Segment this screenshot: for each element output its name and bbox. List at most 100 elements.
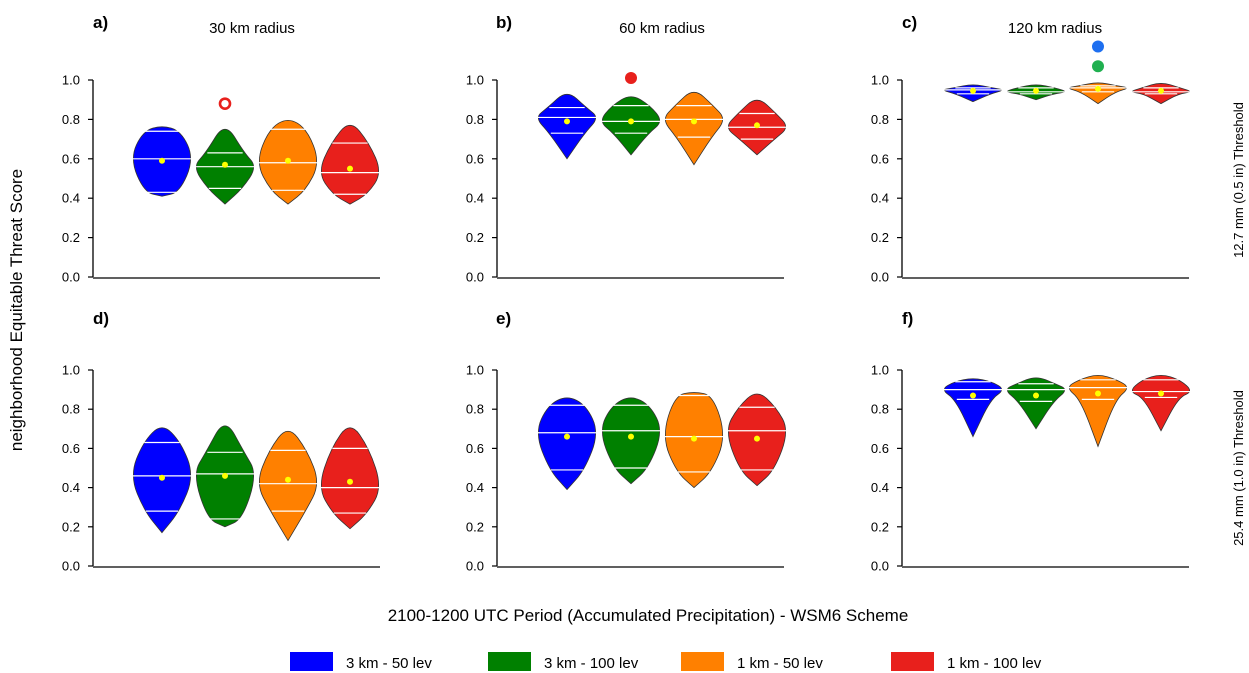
y-tick-label: 1.0	[466, 73, 484, 88]
y-tick-label: 0.0	[871, 559, 889, 574]
violin-1km-50lev	[665, 91, 723, 166]
panel-f: 0.0 0.2 0.4 0.6 0.8 1.0	[871, 363, 1191, 574]
violin-1km-50lev	[259, 430, 317, 542]
panel-letter-c: c)	[902, 13, 917, 32]
panel-letter-f: f)	[902, 309, 913, 328]
mean-dot	[159, 474, 165, 481]
legend-swatch	[681, 652, 724, 671]
y-tick-label: 1.0	[62, 73, 80, 88]
outlier-marker	[1092, 40, 1104, 53]
mean-dot	[691, 118, 697, 125]
violin-1km-100lev	[1132, 374, 1190, 432]
legend-label: 3 km - 100 lev	[544, 655, 639, 672]
legend-swatch	[891, 652, 934, 671]
y-tick-label: 0.2	[466, 519, 484, 534]
outlier-marker	[1092, 60, 1104, 73]
violin-3km-50lev	[538, 397, 596, 491]
column-title-60km: 60 km radius	[619, 20, 705, 37]
mean-dot	[628, 118, 634, 125]
y-tick-label: 0.2	[871, 519, 889, 534]
mean-dot	[754, 435, 760, 442]
row-label-bottom: 25.4 mm (1.0 in) Threshold	[1231, 390, 1246, 546]
mean-dot	[754, 122, 760, 129]
mean-dot	[691, 435, 697, 442]
y-tick-label: 0.4	[466, 191, 484, 206]
row-label-top: 12.7 mm (0.5 in) Threshold	[1231, 102, 1246, 258]
y-tick-label: 0.6	[466, 441, 484, 456]
violin-3km-50lev	[538, 93, 596, 160]
legend-item: 3 km - 50 lev	[290, 652, 432, 672]
mean-dot	[970, 392, 976, 399]
y-tick-label: 0.0	[466, 559, 484, 574]
panel-a: 0.0 0.2 0.4 0.6 0.8 1.0	[62, 73, 380, 285]
legend: 3 km - 50 lev 3 km - 100 lev 1 km - 50 lev…	[290, 652, 1042, 672]
legend-swatch	[290, 652, 333, 671]
y-tick-label: 0.4	[62, 191, 80, 206]
violin-3km-100lev	[602, 397, 660, 485]
panel-letter-d: d)	[93, 309, 109, 328]
y-tick-label: 0.4	[466, 480, 484, 495]
y-tick-label: 0.8	[62, 112, 80, 127]
legend-item: 3 km - 100 lev	[488, 652, 639, 672]
mean-dot	[1095, 390, 1101, 397]
outlier-marker	[218, 97, 232, 110]
panel-e: 0.0 0.2 0.4 0.6 0.8 1.0	[466, 363, 787, 574]
y-tick-label: 0.6	[871, 441, 889, 456]
y-tick-label: 0.6	[62, 151, 80, 166]
panel-letter-a: a)	[93, 13, 108, 32]
y-tick-label: 0.4	[62, 480, 80, 495]
mean-dot	[564, 118, 570, 125]
mean-dot	[159, 157, 165, 164]
mean-dot	[1158, 390, 1164, 397]
y-axis-label: neighborhood Equitable Threat Score	[7, 169, 26, 451]
legend-label: 1 km - 50 lev	[737, 655, 823, 672]
mean-dot	[285, 476, 291, 483]
mean-dot	[222, 161, 228, 168]
mean-dot	[970, 87, 976, 94]
legend-swatch	[488, 652, 531, 671]
violin-1km-100lev	[321, 427, 379, 530]
mean-dot	[1033, 392, 1039, 399]
y-tick-label: 1.0	[466, 363, 484, 378]
mean-dot	[1033, 87, 1039, 94]
legend-label: 1 km - 100 lev	[947, 655, 1042, 672]
violin-3km-100lev	[602, 96, 660, 156]
violin-1km-50lev	[1069, 374, 1127, 448]
mean-dot	[347, 165, 353, 172]
y-tick-label: 0.6	[466, 151, 484, 166]
mean-dot	[1158, 87, 1164, 94]
y-tick-label: 1.0	[871, 73, 889, 88]
mean-dot	[564, 433, 570, 440]
mean-dot	[222, 472, 228, 479]
panels-layer: 0.00.20.40.60.81.00.00.20.40.60.81.00.00…	[62, 40, 1191, 574]
y-tick-label: 0.2	[466, 230, 484, 245]
mean-dot	[628, 433, 634, 440]
y-tick-label: 0.0	[466, 270, 484, 285]
y-tick-label: 0.4	[871, 191, 889, 206]
y-tick-label: 0.6	[62, 441, 80, 456]
y-tick-label: 0.2	[62, 230, 80, 245]
column-title-120km: 120 km radius	[1008, 20, 1102, 37]
y-tick-label: 0.2	[871, 230, 889, 245]
y-tick-label: 0.4	[871, 480, 889, 495]
violin-1km-100lev	[321, 124, 379, 205]
mean-dot	[347, 478, 353, 485]
y-tick-label: 1.0	[871, 363, 889, 378]
panel-b: 0.0 0.2 0.4 0.6 0.8 1.0	[466, 72, 787, 285]
y-tick-label: 0.2	[62, 519, 80, 534]
panel-letter-b: b)	[496, 13, 512, 32]
outlier-marker	[625, 72, 637, 85]
y-tick-label: 0.8	[466, 112, 484, 127]
violin-3km-100lev	[1007, 377, 1065, 430]
y-tick-label: 0.6	[871, 151, 889, 166]
y-tick-label: 0.8	[62, 402, 80, 417]
y-tick-label: 1.0	[62, 363, 80, 378]
y-tick-label: 0.8	[871, 402, 889, 417]
panel-c: 0.0 0.2 0.4 0.6 0.8 1.0	[871, 40, 1191, 285]
mean-dot	[285, 157, 291, 164]
y-tick-label: 0.0	[62, 270, 80, 285]
panel-letter-e: e)	[496, 309, 511, 328]
mean-dot	[1095, 85, 1101, 92]
x-axis-label: 2100-1200 UTC Period (Accumulated Precip…	[388, 606, 909, 625]
